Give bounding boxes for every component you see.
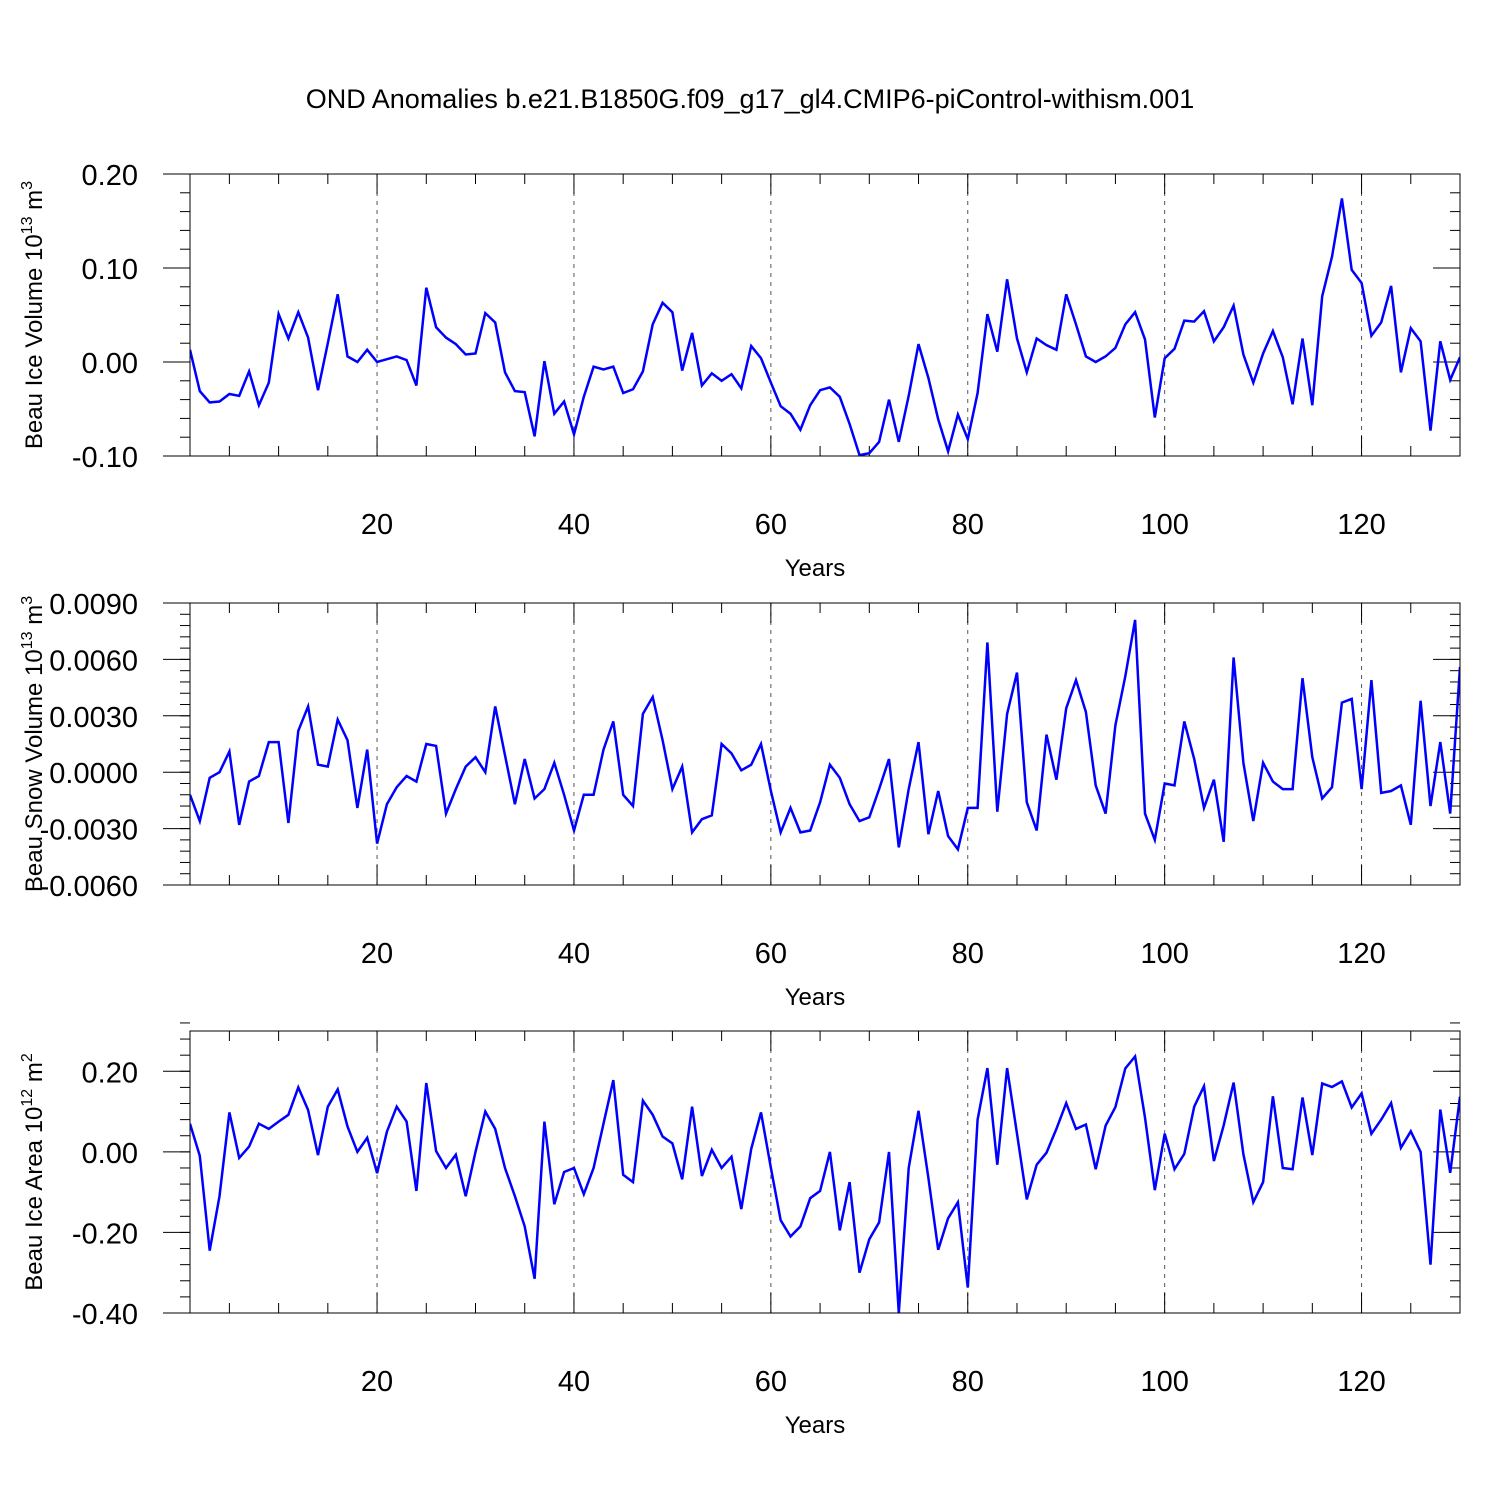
- y-tick-label: 0.00: [82, 1138, 138, 1170]
- x-tick-label: 80: [952, 509, 984, 541]
- y-tick-label: -0.20: [72, 1218, 138, 1250]
- y-axis-label: Beau Snow Volume 1013 m3: [19, 596, 48, 892]
- y-tick-label: -0.10: [72, 442, 138, 474]
- y-tick-label: 0.20: [82, 1057, 138, 1089]
- y-tick-label: 0.10: [82, 254, 138, 286]
- y-tick-label: 0.20: [82, 160, 138, 192]
- x-axis-label: Years: [785, 984, 846, 1011]
- y-tick-label: 0.0030: [49, 702, 138, 734]
- x-tick-label: 120: [1337, 938, 1385, 970]
- plot-frame: [189, 173, 1461, 457]
- x-tick-label: 40: [558, 1366, 590, 1398]
- x-tick-label: 120: [1337, 1366, 1385, 1398]
- data-series-line: [190, 198, 1460, 456]
- x-tick-label: 20: [361, 938, 393, 970]
- x-tick-label: 120: [1337, 509, 1385, 541]
- x-tick-label: 40: [558, 938, 590, 970]
- plot-panel-1: 20 40 60 80 100 120 -0.10 0.00 0.10 0.20 Years Beau…: [19, 160, 1461, 582]
- x-tick-label: 100: [1140, 938, 1188, 970]
- y-tick-label: -0.40: [72, 1299, 138, 1331]
- x-axis-label: Years: [785, 1412, 846, 1439]
- x-tick-label: 60: [755, 509, 787, 541]
- y-tick-label: -0.0030: [40, 815, 138, 847]
- plot-frame: [189, 1030, 1461, 1314]
- x-tick-label: 20: [361, 509, 393, 541]
- plot-panel-2: 20 40 60 80 100 120 -0.0060 -0.0030 0.0000 0.0030…: [19, 589, 1461, 1011]
- y-tick-label: 0.0000: [49, 758, 138, 790]
- y-axis-label: Beau Ice Volume 1013 m3: [19, 181, 48, 449]
- x-tick-label: 20: [361, 1366, 393, 1398]
- x-tick-label: 100: [1140, 1366, 1188, 1398]
- plot-frame: [189, 602, 1461, 886]
- x-tick-label: 60: [755, 1366, 787, 1398]
- x-tick-label: 80: [952, 1366, 984, 1398]
- plot-panel-3: 20 40 60 80 100 120 -0.40 -0.20 0.00 0.20 Years Bea…: [19, 1022, 1461, 1439]
- y-tick-label: 0.0060: [49, 645, 138, 677]
- chart-title: OND Anomalies b.e21.B1850G.f09_g17_gl4.C…: [305, 84, 1195, 114]
- data-series-line: [190, 619, 1460, 853]
- y-tick-label: -0.0060: [40, 871, 138, 903]
- data-series-line: [190, 1053, 1460, 1313]
- y-axis-label: Beau Ice Area 1012 m2: [19, 1053, 48, 1291]
- y-tick-label: 0.0090: [49, 589, 138, 621]
- x-tick-label: 100: [1140, 509, 1188, 541]
- x-tick-label: 60: [755, 938, 787, 970]
- x-axis-label: Years: [785, 555, 846, 582]
- x-tick-label: 40: [558, 509, 590, 541]
- y-tick-label: 0.00: [82, 348, 138, 380]
- x-tick-label: 80: [952, 938, 984, 970]
